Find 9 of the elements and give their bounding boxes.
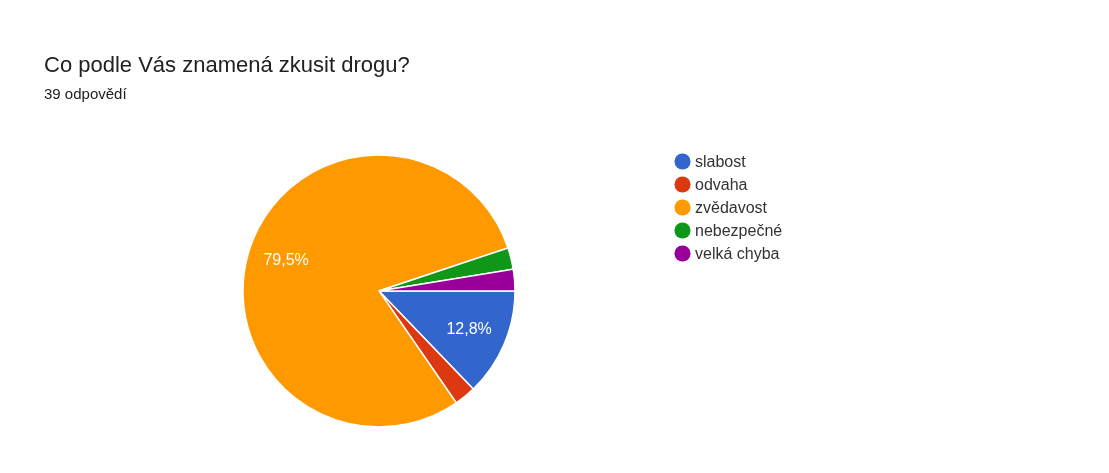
text: 39 odpovědí — [44, 85, 128, 102]
data-label: 79,5% — [263, 251, 309, 269]
legend-label: zvědavost — [695, 198, 768, 216]
legend-label: odvaha — [695, 175, 748, 193]
chart-title: Co podle Vás znamená zkusit drogu? — [44, 52, 410, 77]
data-label: 12,8% — [446, 320, 492, 338]
legend-label: slabost — [695, 152, 747, 170]
legend-label: nebezpečné — [695, 221, 783, 239]
legend-label: velká chyba — [695, 244, 780, 262]
